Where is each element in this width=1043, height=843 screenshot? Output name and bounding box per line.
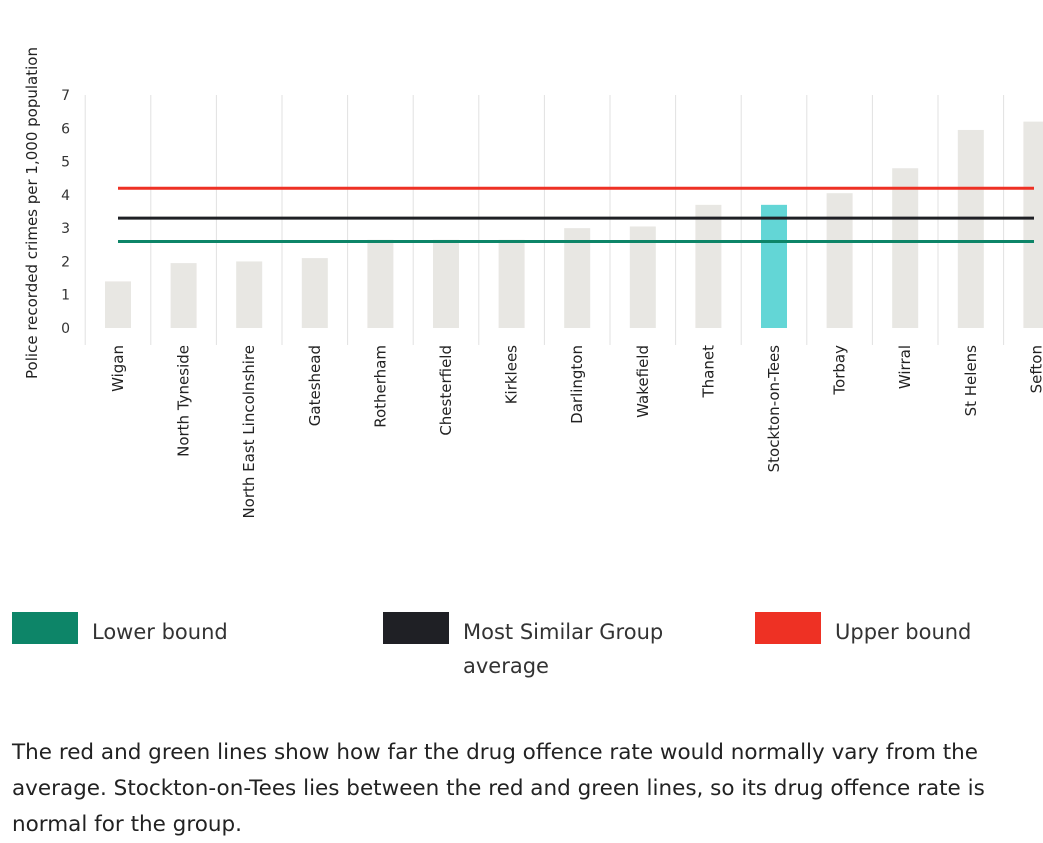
x-axis-labels: Wigan North Tyneside North East Lincolnshi… bbox=[109, 345, 1043, 519]
legend: Lower bound Most Similar Group average U… bbox=[12, 612, 1043, 682]
bar-thanet[interactable] bbox=[695, 204, 722, 328]
bar-st-helens[interactable] bbox=[957, 129, 984, 328]
description-line-3: normal for the group. bbox=[12, 812, 242, 837]
bar-gateshead[interactable] bbox=[301, 258, 328, 328]
grid-lines bbox=[84, 95, 1005, 345]
y-tick-label: 4 bbox=[61, 188, 70, 204]
bar-wigan[interactable] bbox=[105, 281, 131, 328]
x-tick-label: Darlington bbox=[568, 345, 586, 424]
lower-bound-label: Lower bound bbox=[92, 620, 228, 644]
bar-sefton[interactable] bbox=[1023, 121, 1043, 328]
x-tick-label: Wakefield bbox=[634, 345, 652, 418]
bar-north-east-lincolnshire[interactable] bbox=[236, 261, 263, 328]
x-tick-label: North Tyneside bbox=[175, 345, 193, 457]
average-swatch bbox=[383, 612, 449, 644]
reference-lines bbox=[118, 186, 1034, 243]
y-tick-label: 5 bbox=[61, 155, 70, 171]
bar-chart: 0 1 2 3 4 5 6 7 Wigan North Tyneside North East L… bbox=[23, 47, 1043, 519]
bar-torbay[interactable] bbox=[826, 193, 853, 328]
bar-chesterfield[interactable] bbox=[433, 239, 459, 328]
bar-wirral[interactable] bbox=[892, 168, 919, 328]
x-tick-label: Gateshead bbox=[306, 345, 324, 426]
legend-item-lower-bound: Lower bound bbox=[12, 612, 228, 649]
x-tick-label: Stockton-on-Tees bbox=[765, 345, 783, 473]
average-label-line1: Most Similar Group bbox=[463, 620, 664, 644]
x-tick-label: North East Lincolnshire bbox=[240, 345, 258, 519]
upper-bound-swatch bbox=[755, 612, 821, 644]
legend-item-upper-bound: Upper bound bbox=[755, 612, 971, 649]
x-tick-label: Chesterfield bbox=[437, 345, 455, 436]
x-tick-label: Sefton bbox=[1027, 345, 1043, 393]
x-tick-label: Rotherham bbox=[371, 345, 389, 428]
average-label: Most Similar Group average bbox=[463, 615, 663, 683]
description-line-1: The red and green lines show how far the… bbox=[12, 740, 979, 765]
average-label-line2: average bbox=[463, 654, 549, 678]
x-tick-label: Wigan bbox=[109, 345, 127, 392]
y-tick-label: 2 bbox=[61, 254, 70, 270]
x-tick-label: Torbay bbox=[831, 345, 849, 396]
chart-description: The red and green lines show how far the… bbox=[12, 735, 1043, 843]
y-tick-label: 0 bbox=[61, 321, 70, 337]
y-axis-ticks: 0 1 2 3 4 5 6 7 bbox=[61, 88, 70, 337]
bars bbox=[105, 121, 1043, 328]
legend-item-average: Most Similar Group average bbox=[383, 612, 663, 683]
upper-bound-label: Upper bound bbox=[835, 620, 972, 644]
bar-north-tyneside[interactable] bbox=[170, 263, 197, 328]
x-tick-label: St Helens bbox=[962, 345, 980, 417]
y-tick-label: 1 bbox=[61, 288, 70, 304]
bar-stockton-on-tees[interactable] bbox=[761, 204, 787, 328]
y-tick-label: 3 bbox=[61, 221, 70, 237]
y-axis-label: Police recorded crimes per 1,000 populat… bbox=[23, 47, 41, 379]
description-line-2: average. Stockton-on-Tees lies between t… bbox=[12, 776, 985, 801]
lower-bound-swatch bbox=[12, 612, 78, 644]
x-tick-label: Wirral bbox=[896, 345, 914, 389]
bar-wakefield[interactable] bbox=[629, 226, 656, 328]
y-tick-label: 7 bbox=[61, 88, 70, 104]
bar-darlington[interactable] bbox=[564, 228, 591, 328]
x-tick-label: Thanet bbox=[699, 345, 717, 399]
y-tick-label: 6 bbox=[61, 121, 70, 137]
bar-rotherham[interactable] bbox=[367, 239, 394, 328]
bar-kirklees[interactable] bbox=[498, 239, 525, 328]
x-tick-label: Kirklees bbox=[503, 345, 521, 404]
